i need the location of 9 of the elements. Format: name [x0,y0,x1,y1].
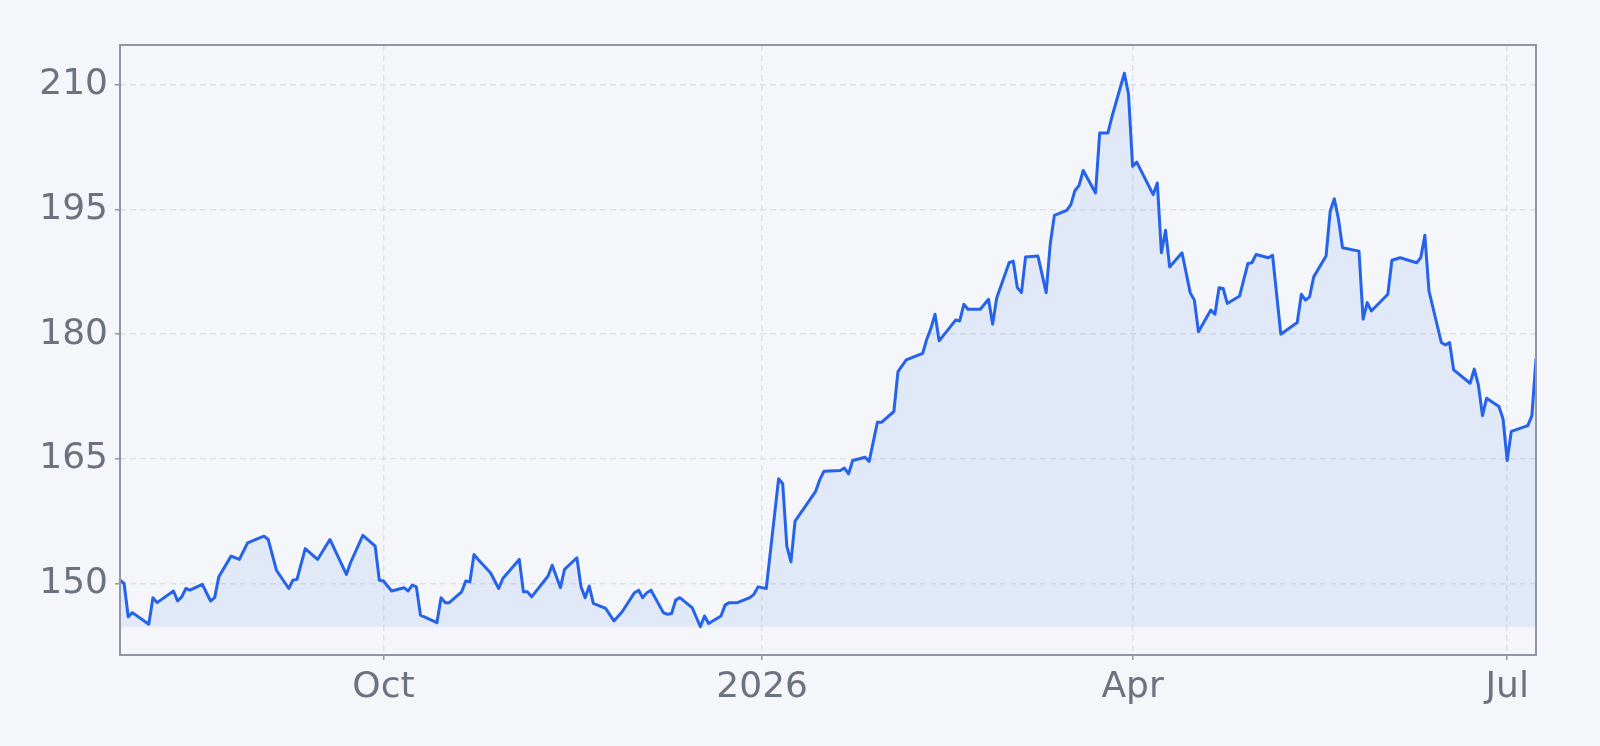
y-tick-label: 195 [39,185,108,227]
y-tick-label: 180 [39,310,108,352]
y-tick-label: 210 [39,61,108,103]
x-tick-label: Apr [1101,663,1164,705]
x-tick-label: Oct [352,663,415,705]
y-tick-label: 165 [39,435,108,477]
x-tick-label: Jul [1483,663,1529,705]
x-tick-label: 2026 [716,663,808,705]
y-tick-label: 150 [39,559,108,601]
